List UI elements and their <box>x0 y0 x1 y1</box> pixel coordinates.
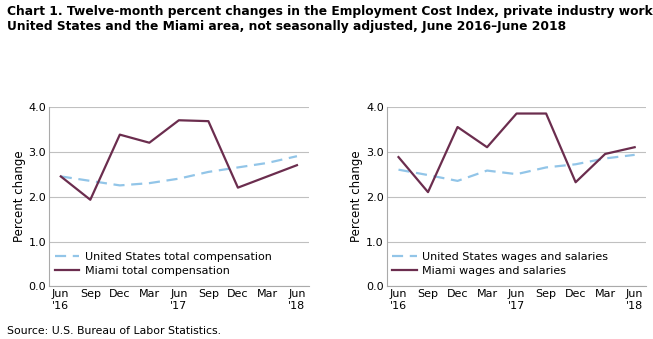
Legend: United States wages and salaries, Miami wages and salaries: United States wages and salaries, Miami … <box>392 252 608 276</box>
Text: Source: U.S. Bureau of Labor Statistics.: Source: U.S. Bureau of Labor Statistics. <box>7 326 221 336</box>
Legend: United States total compensation, Miami total compensation: United States total compensation, Miami … <box>55 252 272 276</box>
Text: Chart 1. Twelve-month percent changes in the Employment Cost Index, private indu: Chart 1. Twelve-month percent changes in… <box>7 5 653 33</box>
Y-axis label: Percent change: Percent change <box>12 151 25 242</box>
Y-axis label: Percent change: Percent change <box>351 151 363 242</box>
